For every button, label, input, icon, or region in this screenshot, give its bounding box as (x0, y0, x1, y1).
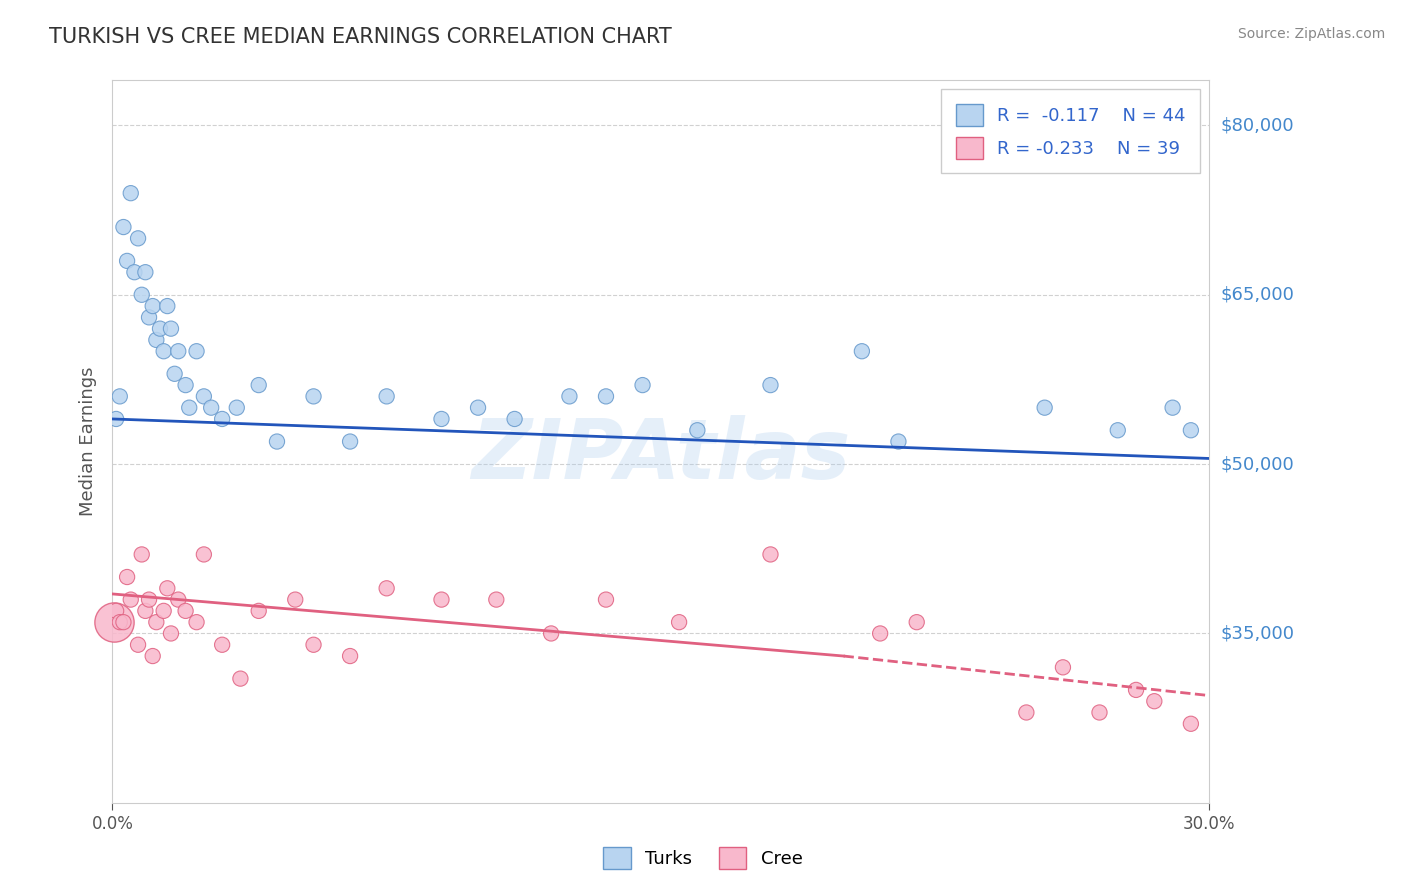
Point (112, 220, 135, 235)
Point (302, 638, 325, 652)
Point (108, 615, 131, 630)
Point (112, 615, 135, 630)
Point (595, 389, 617, 403)
Point (163, 367, 186, 381)
Point (247, 378, 270, 392)
Point (105, 604, 128, 618)
Point (138, 310, 160, 325)
Point (115, 570, 138, 584)
Point (1088, 706, 1111, 720)
Point (167, 344, 190, 359)
Point (1180, 423, 1202, 437)
Point (103, 615, 125, 630)
Point (503, 412, 526, 426)
Point (430, 412, 453, 426)
Point (142, 299, 165, 313)
Point (174, 604, 197, 618)
Point (160, 321, 183, 335)
Point (160, 626, 183, 640)
Text: $35,000: $35,000 (1220, 624, 1295, 642)
Point (131, 548, 153, 562)
Point (887, 434, 910, 449)
Point (266, 434, 288, 449)
Point (851, 344, 873, 359)
Point (124, 265, 146, 279)
Point (115, 253, 138, 268)
Point (200, 401, 222, 415)
Point (686, 423, 709, 437)
Point (156, 299, 179, 313)
Text: $65,000: $65,000 (1220, 285, 1294, 304)
Point (302, 389, 325, 403)
Point (105, 412, 128, 426)
Point (1033, 401, 1056, 415)
Point (247, 604, 270, 618)
Text: $80,000: $80,000 (1220, 117, 1294, 135)
Point (186, 615, 208, 630)
Text: Source: ZipAtlas.com: Source: ZipAtlas.com (1237, 27, 1385, 41)
Point (152, 604, 174, 618)
Point (668, 615, 690, 630)
Point (108, 389, 131, 403)
Point (631, 378, 654, 392)
Point (127, 231, 149, 245)
Point (339, 648, 361, 663)
Point (211, 412, 233, 426)
Point (120, 186, 142, 201)
Legend: R =  -0.117    N = 44, R = -0.233    N = 39: R = -0.117 N = 44, R = -0.233 N = 39 (941, 89, 1201, 173)
Point (193, 389, 215, 403)
Point (540, 626, 562, 640)
Point (127, 638, 149, 652)
Point (134, 604, 156, 618)
Point (145, 615, 167, 630)
Point (759, 378, 782, 392)
Point (174, 378, 197, 392)
Text: $50,000: $50,000 (1220, 455, 1294, 473)
Point (375, 582, 398, 596)
Point (1015, 706, 1038, 720)
Point (759, 548, 782, 562)
Point (467, 401, 489, 415)
Point (1125, 682, 1147, 697)
Point (179, 401, 201, 415)
Point (152, 344, 174, 359)
Point (167, 592, 190, 607)
Point (375, 389, 398, 403)
Point (339, 434, 361, 449)
Point (131, 287, 153, 301)
Point (1161, 401, 1184, 415)
Point (1143, 694, 1166, 708)
Point (869, 626, 891, 640)
Point (1180, 716, 1202, 731)
Point (485, 592, 508, 607)
Point (186, 344, 208, 359)
Point (229, 672, 252, 686)
Y-axis label: Median Earnings: Median Earnings (79, 367, 97, 516)
Point (225, 401, 247, 415)
Point (595, 592, 617, 607)
Point (120, 592, 142, 607)
Point (211, 638, 233, 652)
Point (430, 592, 453, 607)
Point (145, 333, 167, 347)
Point (558, 389, 581, 403)
Legend: Turks, Cree: Turks, Cree (595, 838, 811, 879)
Point (905, 615, 928, 630)
Text: ZIPAtlas: ZIPAtlas (471, 416, 851, 497)
Point (1052, 660, 1074, 674)
Point (138, 592, 160, 607)
Point (1107, 423, 1129, 437)
Point (134, 265, 156, 279)
Point (149, 321, 172, 335)
Point (284, 592, 307, 607)
Point (156, 582, 179, 596)
Point (193, 548, 215, 562)
Point (142, 648, 165, 663)
Text: TURKISH VS CREE MEDIAN EARNINGS CORRELATION CHART: TURKISH VS CREE MEDIAN EARNINGS CORRELAT… (49, 27, 672, 46)
